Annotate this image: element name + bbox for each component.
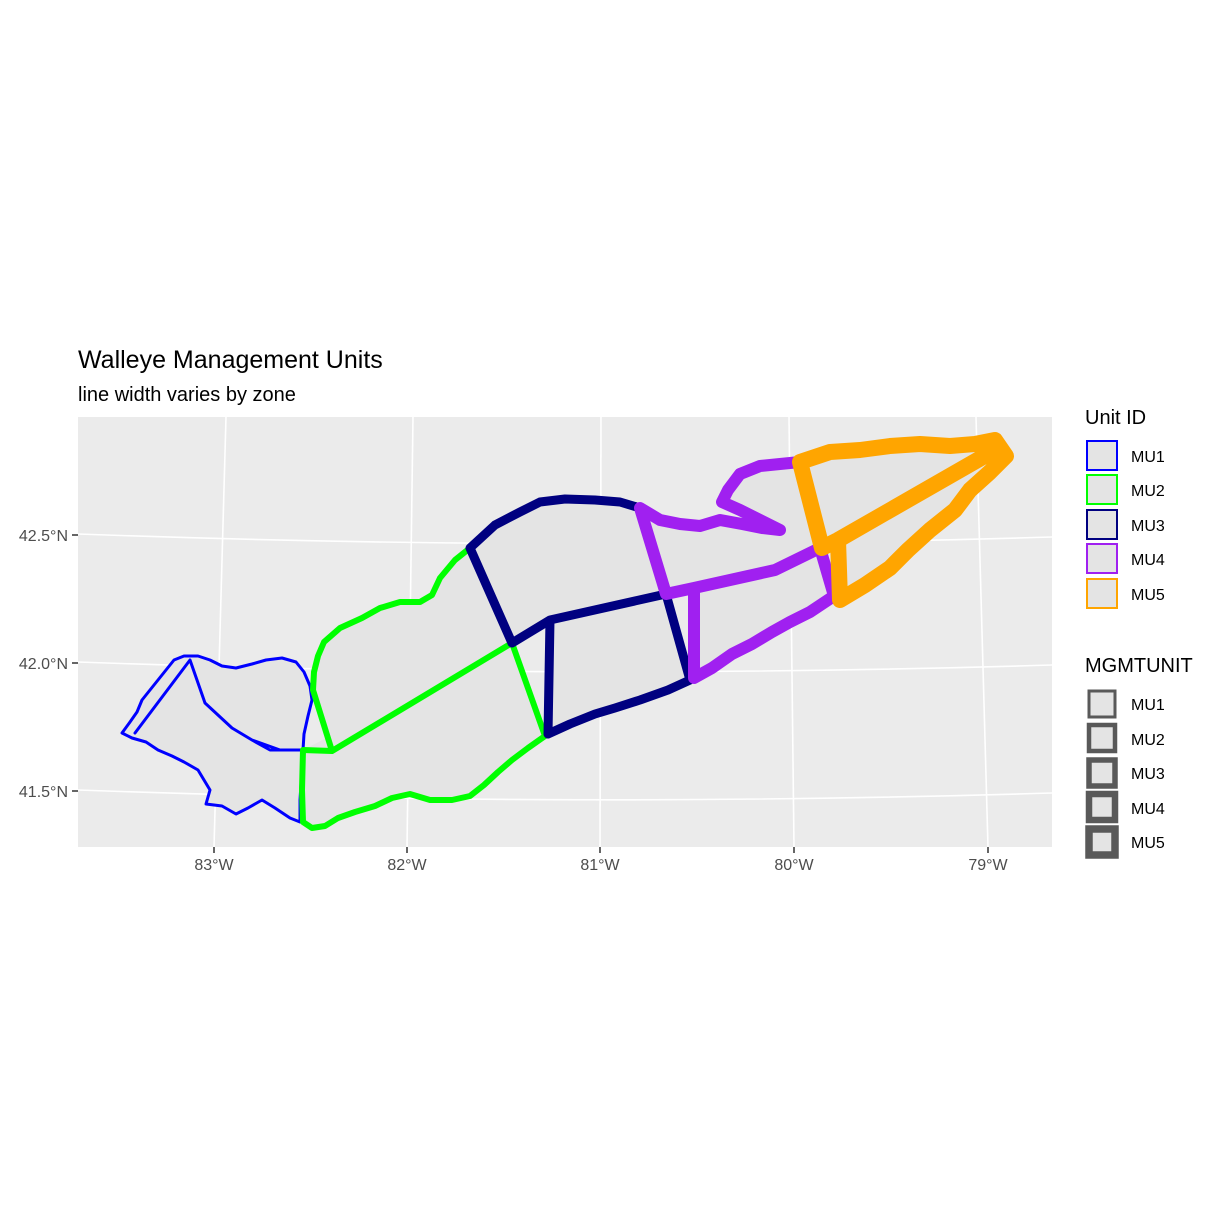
legend-key: [1085, 825, 1119, 859]
legend-unit-id: Unit ID MU1 MU2 MU3 MU4 MU5: [1085, 407, 1165, 609]
legend-item-mu2: MU2: [1086, 474, 1165, 505]
x-tick-label: 79°W: [968, 857, 1008, 874]
legend-title: MGMTUNIT: [1085, 655, 1193, 677]
legend-label: MU1: [1131, 449, 1165, 466]
map-subtitle: line width varies by zone: [78, 384, 296, 406]
x-tick-label: 83°W: [194, 857, 234, 874]
legend-title: Unit ID: [1085, 407, 1146, 429]
x-axis: 83°W 82°W 81°W 80°W 79°W: [194, 847, 1009, 874]
mu5-polygon: [792, 432, 1014, 608]
legend-label: MU3: [1131, 766, 1165, 783]
legend-label: MU1: [1131, 697, 1165, 714]
legend-label: MU2: [1131, 732, 1165, 749]
management-units: [120, 432, 1014, 831]
legend-key: [1086, 578, 1118, 609]
legend-item-mu5: MU5: [1086, 578, 1165, 609]
legend-item-mu3: MU3: [1086, 757, 1165, 789]
legend-label: MU4: [1131, 552, 1165, 569]
y-tick-label: 42.0°N: [19, 656, 68, 673]
legend-label: MU3: [1131, 518, 1165, 535]
legend-label: MU5: [1131, 835, 1165, 852]
map-title: Walleye Management Units: [78, 346, 383, 374]
legend-key: [1086, 722, 1118, 754]
legend-key: [1086, 543, 1118, 574]
y-axis: 42.5°N 42.0°N 41.5°N: [19, 528, 78, 801]
x-tick-label: 80°W: [774, 857, 814, 874]
legend-key: [1086, 757, 1118, 789]
legend-key: [1086, 509, 1118, 540]
mu1-polygon: [120, 654, 314, 824]
legend-key: [1085, 790, 1119, 824]
legend-key: [1086, 440, 1118, 471]
x-tick-label: 81°W: [580, 857, 620, 874]
legend-item-mu4: MU4: [1086, 543, 1165, 574]
x-tick-label: 82°W: [387, 857, 427, 874]
mu4-polygon: [634, 456, 840, 684]
legend-item-mu5: MU5: [1085, 825, 1165, 859]
legend-item-mu4: MU4: [1085, 790, 1165, 824]
legend-item-mu3: MU3: [1086, 509, 1165, 540]
mu2-polygon: [299, 545, 548, 831]
legend-label: MU5: [1131, 587, 1165, 604]
legend-item-mu2: MU2: [1086, 722, 1165, 754]
legend-mgmtunit: MGMTUNIT MU1 MU2 MU3 MU4 MU5: [1085, 655, 1193, 859]
legend-item-mu1: MU1: [1087, 689, 1165, 719]
legend-label: MU4: [1131, 801, 1165, 818]
legend-key: [1086, 474, 1118, 505]
legend-label: MU2: [1131, 483, 1165, 500]
mu3-polygon: [465, 494, 695, 739]
y-tick-label: 42.5°N: [19, 528, 68, 545]
legend-item-mu1: MU1: [1086, 440, 1165, 471]
y-tick-label: 41.5°N: [19, 784, 68, 801]
legend-key: [1087, 689, 1117, 719]
